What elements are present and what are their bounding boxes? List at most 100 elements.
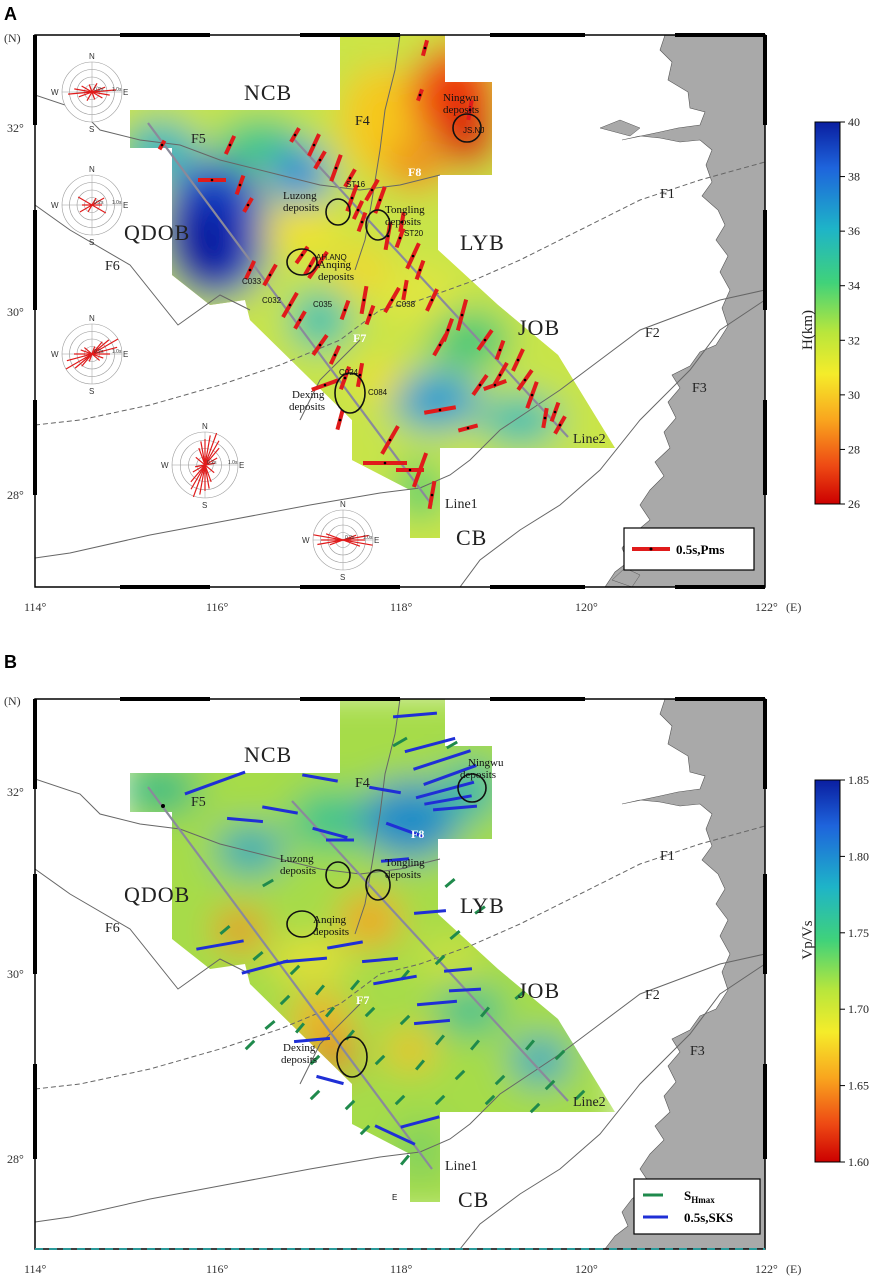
deposit-ellipses xyxy=(286,113,482,414)
shmax-bar xyxy=(279,994,291,1006)
station-dot xyxy=(460,313,464,317)
station-dot xyxy=(323,383,327,387)
fault-label: F5 xyxy=(191,795,206,810)
region-label: CB xyxy=(456,525,487,550)
station-dot xyxy=(362,298,366,302)
rose-center: 0.2s xyxy=(207,460,217,466)
shmax-bar xyxy=(392,736,408,748)
rose-w: W xyxy=(51,88,59,97)
rose-scale: 1.0s xyxy=(228,460,238,466)
panel-letter: A xyxy=(4,4,17,24)
lon-axis: 114° 116° 118° 120° 122° (E) xyxy=(24,1262,801,1276)
sks-bar xyxy=(282,956,328,964)
colorbar-tick: 1.65 xyxy=(848,1079,869,1093)
rose-e: E xyxy=(239,461,244,470)
deposit-label: Anqing xyxy=(318,259,352,271)
rose-petal xyxy=(88,346,96,362)
sks-splitting-bars xyxy=(184,711,482,1146)
station-dot xyxy=(160,143,164,147)
station-dot xyxy=(378,198,382,202)
lon-tick: 118° xyxy=(390,1262,413,1276)
deposit-label: deposits xyxy=(313,926,349,938)
shmax-bar xyxy=(309,1054,321,1066)
shmax-bar xyxy=(399,1014,411,1026)
colorbar-tick: 40 xyxy=(848,115,860,129)
station-dot xyxy=(523,378,527,382)
shmax-bar xyxy=(262,878,274,888)
lon-tick: 116° xyxy=(206,600,229,614)
station-dot xyxy=(343,376,347,380)
station-dot xyxy=(312,143,316,147)
rose-center: 0.2s xyxy=(94,349,104,355)
shmax-bar xyxy=(252,950,264,962)
region-label: JOB xyxy=(518,978,560,1003)
region-label: LYB xyxy=(460,893,505,918)
fault-label: F1 xyxy=(660,187,675,202)
deposit-label: deposits xyxy=(385,216,421,228)
region-label: QDOB xyxy=(124,882,190,907)
station-dot xyxy=(558,423,562,427)
legend-label: SHmax xyxy=(684,1188,715,1205)
rose-center: 0.2s xyxy=(345,535,355,541)
shmax-bar xyxy=(434,954,446,966)
lon-tick: 114° xyxy=(24,600,47,614)
legend-label: 0.5s,Pms xyxy=(676,542,724,557)
fault-label: F6 xyxy=(105,921,120,936)
rose-w: W xyxy=(51,350,59,359)
sea xyxy=(604,699,765,1249)
lon-tick: 120° xyxy=(575,600,598,614)
station-label: C032 xyxy=(262,296,282,305)
rose-petal xyxy=(88,84,96,100)
colorbar-title: Vp/Vs xyxy=(800,920,816,959)
sks-bar xyxy=(424,794,472,806)
station-dot xyxy=(418,93,422,97)
station-dot xyxy=(418,268,422,272)
north-label: (N) xyxy=(4,31,21,45)
deposit-label: deposits xyxy=(289,401,325,413)
legend-pms: 0.5s,Pms xyxy=(623,527,755,571)
marker-label: E xyxy=(392,1193,397,1202)
shmax-bar xyxy=(469,1039,481,1051)
deposit-label: deposits xyxy=(460,769,496,781)
colorbar-tick: 1.70 xyxy=(848,1002,869,1016)
region-label: QDOB xyxy=(124,220,190,245)
rose-n: N xyxy=(89,165,95,174)
sks-bar xyxy=(184,770,246,796)
lon-tick: 122° xyxy=(755,600,778,614)
rose-w: W xyxy=(302,536,310,545)
sks-bar xyxy=(413,1018,451,1026)
station-dot xyxy=(438,343,442,347)
lat-tick: 32° xyxy=(7,785,24,799)
station-dot xyxy=(333,353,337,357)
shmax-bar xyxy=(324,1006,336,1018)
station-dot xyxy=(403,288,407,292)
shmax-bar xyxy=(446,740,458,750)
station-dot xyxy=(423,46,427,50)
deposit-label: Luzong xyxy=(280,853,314,865)
rose-s: S xyxy=(89,238,94,247)
station-dot xyxy=(438,408,442,412)
station-dot xyxy=(293,133,297,137)
station-dot xyxy=(466,426,470,430)
colorbar-tick: 30 xyxy=(848,388,860,402)
fault-labels: F1 F2 F3 F4 F5 F6 F7 F8 xyxy=(105,776,705,1059)
shmax-bar xyxy=(374,1054,386,1066)
rose-e: E xyxy=(123,88,128,97)
rose-n: N xyxy=(202,422,208,431)
station-dot xyxy=(408,468,412,472)
profile-lines xyxy=(147,786,569,1170)
station-dot xyxy=(430,493,434,497)
pms-splitting-bars xyxy=(157,39,567,510)
rose-w: W xyxy=(51,201,59,210)
rose-w: W xyxy=(161,461,169,470)
station-dot xyxy=(398,236,402,240)
station-dot xyxy=(248,268,252,272)
lat-axis: 32° 30° 28° xyxy=(7,121,24,502)
shmax-bar xyxy=(364,1006,376,1018)
station-dot xyxy=(478,383,482,387)
rose-s: S xyxy=(89,387,94,396)
deposit-label: Anqing xyxy=(313,914,347,926)
panel-b: B (N) xyxy=(4,652,869,1276)
deposit-label: deposits xyxy=(280,865,316,877)
